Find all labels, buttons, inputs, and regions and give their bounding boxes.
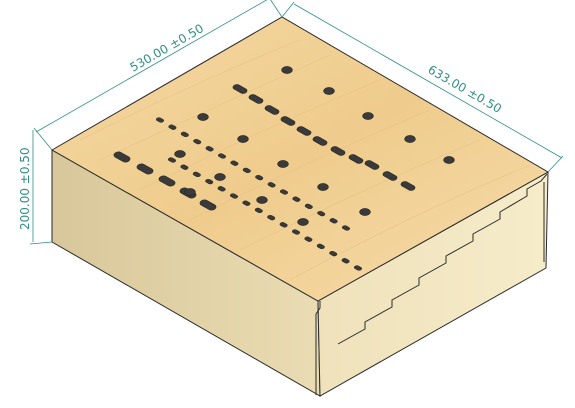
small-slot <box>230 160 239 166</box>
large-slot <box>330 146 346 156</box>
width-extension-left <box>33 127 53 151</box>
large-slot <box>348 154 364 164</box>
large-slot <box>312 136 328 146</box>
panel-cutouts <box>113 66 455 271</box>
large-slot <box>136 163 154 175</box>
small-slot <box>230 193 238 199</box>
small-slot <box>180 131 189 138</box>
round-hole <box>277 160 289 168</box>
depth-extension-left <box>281 1 295 18</box>
small-slot <box>279 222 288 228</box>
small-slot <box>292 196 301 202</box>
small-slot <box>242 167 251 174</box>
round-hole <box>256 196 268 204</box>
small-slot <box>192 171 201 178</box>
box-body[interactable] <box>50 16 550 397</box>
height-dimension-label[interactable]: 200.00 ±0.50 <box>18 147 32 230</box>
round-hole <box>281 66 293 74</box>
large-slot <box>280 116 296 126</box>
depth-dimension-line <box>293 3 563 159</box>
small-slot <box>342 225 350 231</box>
round-hole <box>359 208 371 216</box>
small-slot <box>304 203 313 210</box>
round-hole <box>297 218 309 226</box>
round-hole <box>214 173 226 181</box>
round-hole <box>197 113 209 121</box>
large-slot <box>113 151 131 163</box>
small-slot <box>218 153 226 159</box>
small-slot <box>354 265 362 271</box>
large-slot <box>364 160 380 170</box>
small-slot <box>267 182 276 188</box>
small-slot <box>292 229 300 235</box>
round-hole <box>184 188 196 196</box>
dimension-annotations <box>29 0 564 245</box>
large-slot <box>382 171 398 181</box>
round-hole <box>237 135 249 143</box>
small-slot <box>156 117 164 123</box>
small-slot <box>205 178 214 185</box>
small-slot <box>217 186 226 192</box>
small-slot <box>193 138 202 145</box>
large-slot <box>400 181 416 191</box>
round-hole <box>323 87 335 95</box>
small-slot <box>267 214 276 221</box>
large-slot <box>199 199 217 211</box>
depth-extension-right <box>547 155 564 173</box>
large-slot <box>248 94 264 104</box>
width-dimension-label[interactable]: 530.00 ±0.50 <box>128 21 207 74</box>
small-slot <box>317 210 326 217</box>
width-dimension-line <box>35 0 268 133</box>
small-slot <box>254 207 263 214</box>
small-slot <box>316 243 325 250</box>
large-slot <box>296 126 312 136</box>
small-slot <box>205 146 214 152</box>
round-hole <box>317 183 329 191</box>
small-slot <box>255 174 264 181</box>
small-slot <box>168 157 176 163</box>
small-slot <box>329 250 338 257</box>
height-extension-bottom <box>29 241 53 245</box>
large-slot <box>158 175 176 187</box>
round-hole <box>443 156 455 164</box>
small-slot <box>180 164 189 170</box>
round-hole <box>362 112 374 120</box>
round-hole <box>174 150 186 158</box>
wood-grain <box>79 39 531 281</box>
small-slot <box>304 236 313 242</box>
small-slot <box>280 189 288 195</box>
small-slot <box>329 218 338 224</box>
large-slot <box>232 84 248 94</box>
small-slot <box>341 258 350 264</box>
finger-joints <box>51 150 548 395</box>
round-hole <box>404 135 416 143</box>
width-extension-right <box>270 0 283 18</box>
large-slot <box>264 105 280 115</box>
small-slot <box>168 124 177 130</box>
small-slot <box>242 200 251 206</box>
